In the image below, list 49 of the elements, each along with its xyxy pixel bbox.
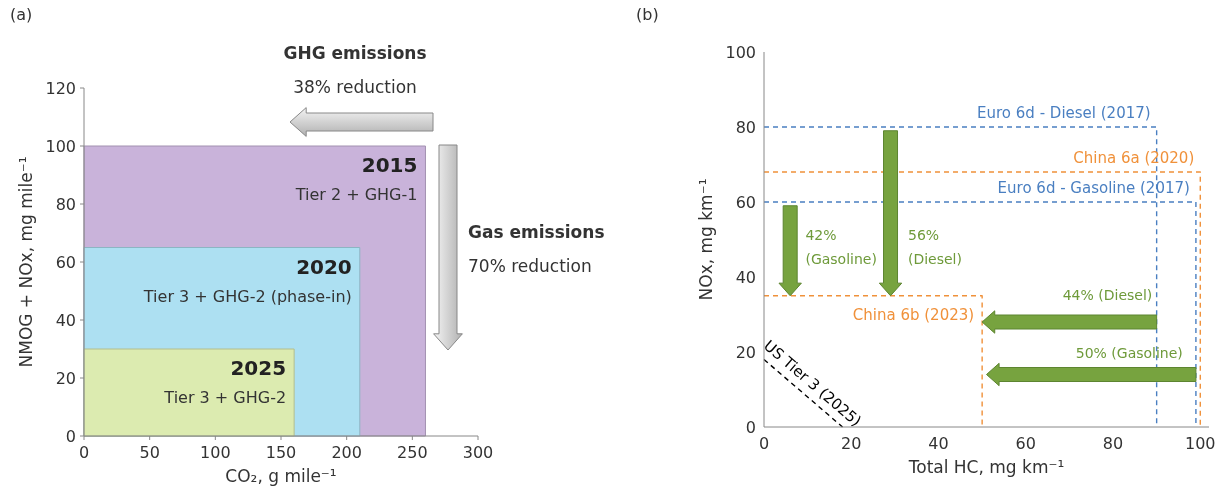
y-tick-label: 80 (55, 195, 76, 214)
annotation: 56% (Diesel) (907, 226, 962, 267)
x-tick-label: 200 (331, 443, 362, 462)
y-axis-title: NOx, mg km⁻¹ (696, 178, 716, 301)
y-tick-label: 100 (45, 137, 76, 156)
series-label: Euro 6d - Diesel (2017) (977, 104, 1151, 122)
series-label: 2015 (361, 153, 418, 177)
annotation: 42% (Gasoline) (805, 226, 877, 267)
y-tick-label: 40 (735, 268, 756, 287)
x-axis-title: Total HC, mg km⁻¹ (907, 457, 1065, 477)
y-tick-label: 120 (45, 79, 76, 98)
text: GHG emissions (283, 43, 427, 63)
series-label: 2025 (230, 356, 287, 380)
x-tick-label: 250 (397, 443, 428, 462)
x-tick-label: 150 (265, 443, 297, 462)
x-tick-label: 80 (1102, 434, 1124, 453)
annotation: Tier 2 + GHG-1 (294, 185, 418, 204)
x-tick-label: 50 (139, 443, 160, 462)
annotation: Tier 3 + GHG-2 (phase-in) (142, 286, 352, 306)
y-tick-label: 100 (725, 43, 756, 62)
x-tick-label: 0 (758, 434, 770, 453)
x-axis-title: CO₂, g mile⁻¹ (225, 466, 337, 486)
chart-title: (b) (636, 5, 659, 24)
series-label: China 6b (2023) (852, 305, 975, 324)
x-tick-label: 60 (1015, 434, 1036, 453)
annotation: Tier 3 + GHG-2 (163, 388, 287, 407)
x-tick-label: 0 (78, 443, 90, 462)
x-tick-label: 100 (1185, 434, 1216, 453)
chart-title: (a) (10, 5, 33, 24)
y-tick-label: 40 (55, 311, 76, 330)
x-tick-label: 300 (462, 443, 494, 462)
series-label: 2020 (296, 254, 352, 279)
x-tick-label: 20 (841, 434, 862, 453)
series-label: China 6a (2020) (1073, 149, 1195, 167)
y-axis-title: NMOG + NOx, mg mile⁻¹ (16, 156, 36, 368)
annotation: 44% (Diesel) (1062, 286, 1153, 303)
annotation: 50% (Gasoline) (1075, 344, 1183, 361)
series-label: Euro 6d - Gasoline (2017) (997, 179, 1190, 197)
y-tick-label: 20 (55, 369, 76, 388)
x-tick-label: 40 (928, 434, 949, 453)
x-tick-label: 100 (200, 443, 231, 462)
annotation: Gas emissions (468, 222, 605, 242)
annotation: 38% reduction (293, 77, 417, 97)
annotation: 70% reduction (468, 256, 592, 276)
y-tick-label: 60 (735, 193, 756, 212)
y-tick-label: 0 (745, 418, 756, 437)
y-tick-label: 20 (735, 343, 756, 362)
y-tick-label: 60 (55, 253, 76, 272)
y-tick-label: 80 (735, 118, 756, 137)
